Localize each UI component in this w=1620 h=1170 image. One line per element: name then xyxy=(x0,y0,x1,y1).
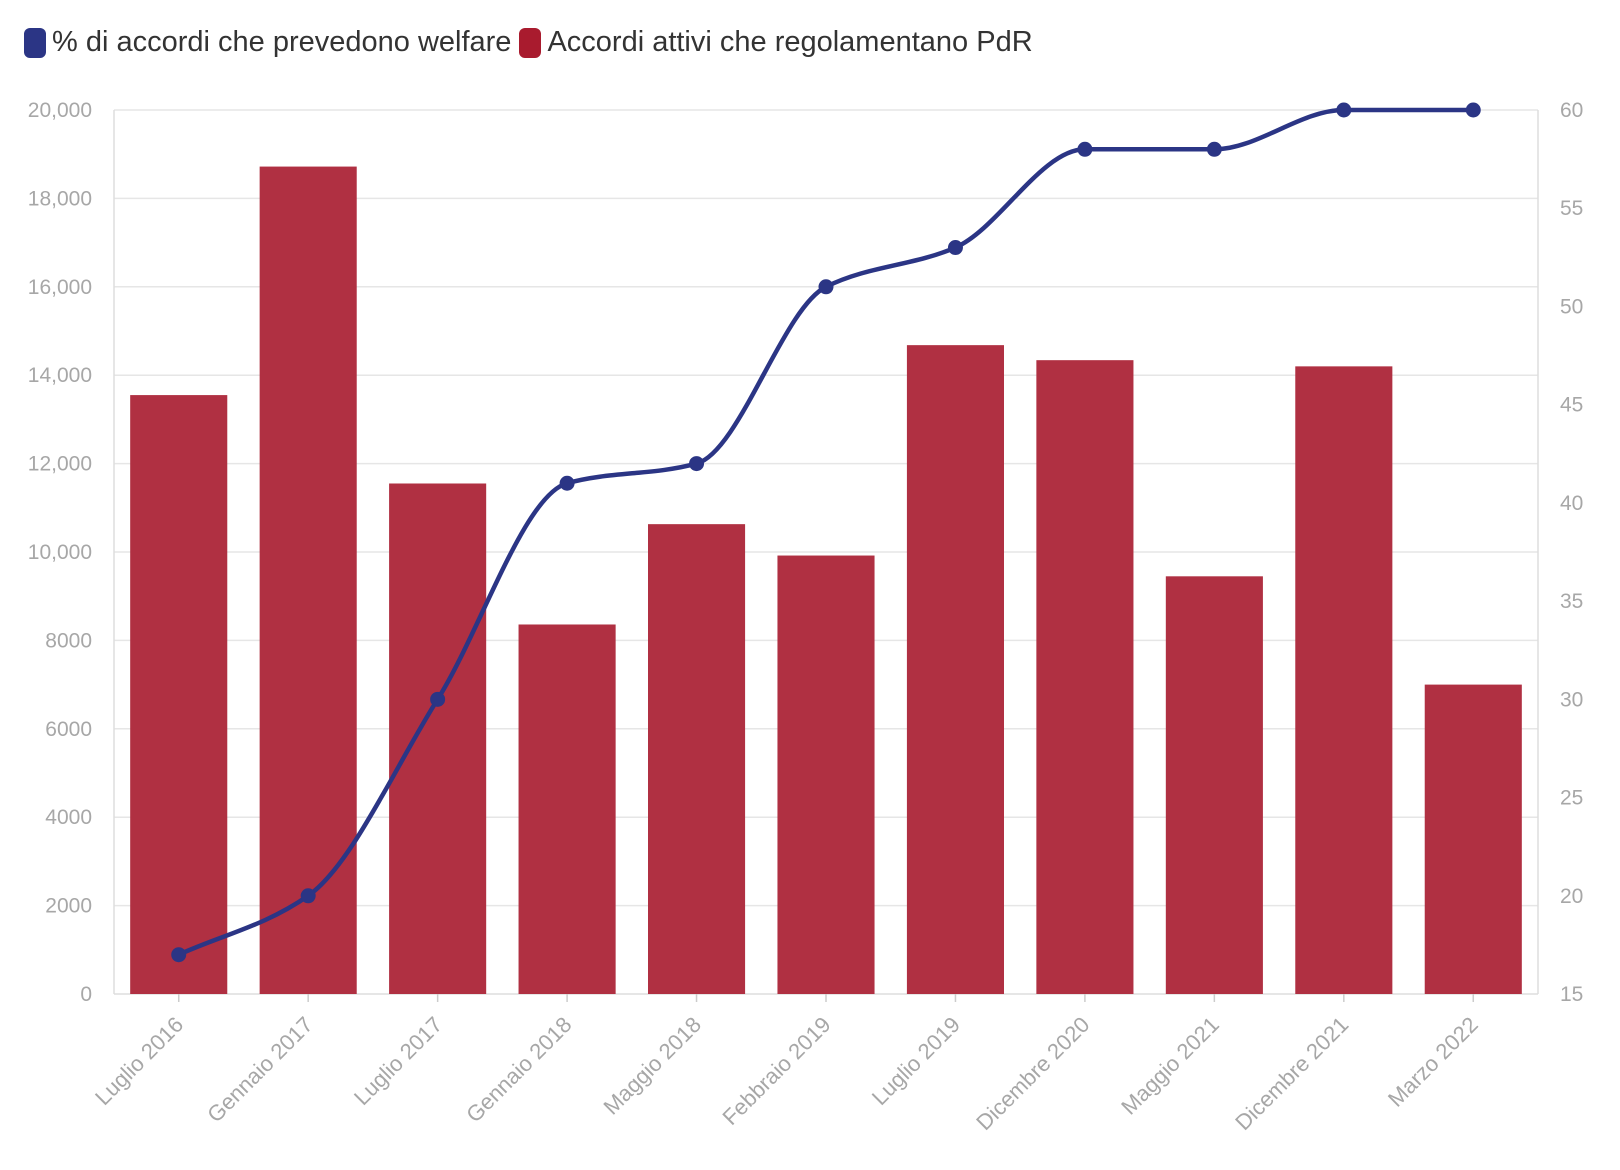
line-point xyxy=(689,456,705,472)
line-points xyxy=(171,102,1481,963)
line-point xyxy=(559,475,575,491)
x-tick-label: Gennaio 2018 xyxy=(461,1012,576,1127)
line-point xyxy=(171,947,187,963)
legend-swatch-pdr xyxy=(519,27,542,58)
bar xyxy=(130,395,228,995)
y-right-tick-label: 40 xyxy=(1560,492,1583,515)
y-left-tick-label: 10,000 xyxy=(28,541,92,564)
bar xyxy=(906,345,1004,994)
bar xyxy=(1424,684,1522,994)
welfare-line xyxy=(177,107,1474,957)
y-right-tick-label: 45 xyxy=(1560,394,1583,417)
y-right-tick-label: 25 xyxy=(1560,787,1583,810)
y-left-tick-label: 16,000 xyxy=(28,276,92,299)
bar-series xyxy=(130,166,1522,995)
x-tick-label: Dicembre 2021 xyxy=(1230,1012,1353,1135)
line-point xyxy=(818,279,834,295)
x-tick-label: Febbraio 2019 xyxy=(718,1012,836,1130)
bar xyxy=(518,624,616,994)
legend-item-welfare[interactable]: % di accordi che prevedono welfare xyxy=(24,26,511,59)
x-tick-label: Dicembre 2020 xyxy=(971,1012,1094,1135)
x-tick-label: Luglio 2017 xyxy=(349,1012,447,1110)
legend-swatch-welfare xyxy=(24,27,46,58)
line-point xyxy=(1077,141,1093,157)
y-right-tick-label: 35 xyxy=(1560,590,1583,613)
y-left-tick-label: 0 xyxy=(80,983,92,1006)
legend-label-welfare: % di accordi che prevedono welfare xyxy=(52,26,512,58)
y-left-tick-label: 6000 xyxy=(45,718,92,741)
y-right-tick-label: 50 xyxy=(1560,295,1583,318)
line-point xyxy=(1336,102,1352,118)
x-tick-label: Marzo 2022 xyxy=(1383,1012,1483,1112)
y-right-tick-label: 15 xyxy=(1560,983,1583,1006)
y-left-tick-label: 20,000 xyxy=(28,99,92,122)
y-left-tick-label: 12,000 xyxy=(28,453,92,476)
line-point xyxy=(430,691,446,707)
legend-label-pdr: Accordi attivi che regolamentano PdR xyxy=(547,26,1033,58)
y-right-tick-label: 55 xyxy=(1560,197,1583,220)
y-right-tick-label: 30 xyxy=(1560,688,1583,711)
y-left-tick-label: 18,000 xyxy=(28,187,92,210)
bar xyxy=(389,483,487,994)
x-tick-label: Maggio 2021 xyxy=(1116,1012,1224,1120)
bar xyxy=(1165,576,1263,994)
line-series xyxy=(177,107,1474,957)
x-tick-label: Gennaio 2017 xyxy=(202,1012,317,1127)
legend-item-pdr[interactable]: Accordi attivi che regolamentano PdR xyxy=(519,26,1033,59)
x-tick-label: Luglio 2019 xyxy=(867,1012,965,1110)
line-point xyxy=(1465,102,1481,118)
y-left-tick-label: 8000 xyxy=(45,629,92,652)
bar xyxy=(259,166,357,995)
line-point xyxy=(947,240,963,256)
chart-legend: % di accordi che prevedono welfare Accor… xyxy=(24,26,1041,59)
bar xyxy=(777,555,875,994)
bar xyxy=(1036,360,1134,994)
y-left-tick-label: 14,000 xyxy=(28,364,92,387)
line-point xyxy=(300,888,316,904)
y-right-tick-label: 20 xyxy=(1560,885,1583,908)
x-tick-label: Maggio 2018 xyxy=(598,1012,706,1120)
bar xyxy=(1295,366,1393,994)
x-tick-label: Luglio 2016 xyxy=(90,1012,188,1110)
line-point xyxy=(1206,141,1222,157)
bar xyxy=(648,524,746,994)
y-left-tick-label: 2000 xyxy=(45,895,92,918)
y-left-tick-label: 4000 xyxy=(45,806,92,829)
y-right-tick-label: 60 xyxy=(1560,99,1583,122)
